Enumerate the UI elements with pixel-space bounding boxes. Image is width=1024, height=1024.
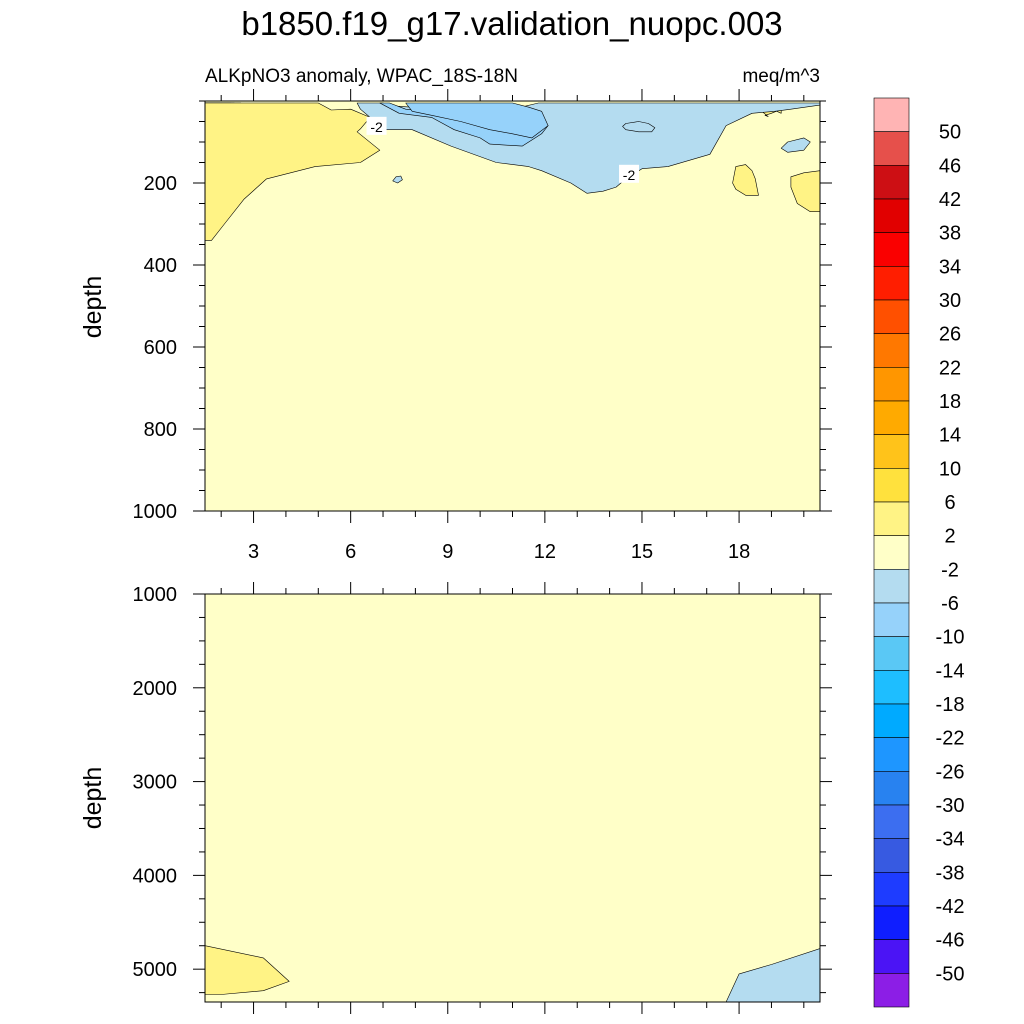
y-tick-label: 1000 [133,501,178,523]
contour-region [622,121,656,133]
contour-region [405,102,549,139]
colorbar-swatch [873,266,910,301]
colorbar-label: 46 [939,155,961,177]
colorbar-label: -26 [936,761,965,783]
colorbar-swatch [873,165,910,200]
colorbar-label: 22 [939,357,961,379]
x-tick-label: 9 [442,541,453,563]
colorbar-label: -46 [936,930,965,952]
colorbar-swatch [873,973,910,1008]
colorbar-swatch [873,771,910,806]
colorbar-swatch [873,636,910,671]
colorbar-swatch [873,232,910,267]
x-tick-label: 15 [631,541,653,563]
colorbar-label: -34 [936,829,965,851]
colorbar-label: 18 [939,391,961,413]
x-tick-label: 18 [728,541,750,563]
x-tick-label: 3 [248,541,259,563]
colorbar-swatch [873,569,910,604]
colorbar-label: -38 [936,862,965,884]
colorbar-swatch [873,400,910,435]
colorbar-label: -6 [941,593,959,615]
x-tick-label: 6 [345,541,356,563]
colorbar-label: 10 [939,458,961,480]
colorbar-swatch [873,602,910,637]
contour-region [205,945,290,995]
y-tick-label: 600 [144,337,177,359]
colorbar-swatch [873,198,910,233]
colorbar-swatch [873,737,910,772]
colorbar-swatch [873,872,910,907]
colorbar-label: 50 [939,122,961,144]
figure-title: b1850.f19_g17.validation_nuopc.003 [241,5,782,42]
colorbar-swatch [873,670,910,705]
colorbar-swatch [873,97,910,132]
colorbar-label: -2 [941,559,959,581]
colorbar-swatch [873,468,910,503]
colorbar-label: -18 [936,694,965,716]
contour-label: -2 [623,167,636,183]
contour-label-background [366,116,387,135]
contour-label: -2 [370,119,383,135]
colorbar-label: 42 [939,189,961,211]
colorbar: 50 46 42 38 34 30 26 22 18 14 10 6 2 -2 -6 -10 -14 -18 -22… [873,97,965,1008]
colorbar-label: -42 [936,896,965,918]
colorbar-swatch [873,535,910,570]
colorbar-label: 14 [939,425,961,447]
contour-region [790,170,820,212]
colorbar-swatch [873,333,910,368]
colorbar-swatch [873,905,910,940]
contour-region [780,137,811,153]
colorbar-label: 6 [944,492,955,514]
colorbar-swatch [873,939,910,974]
y-tick-label: 1000 [133,584,178,606]
lower-y-axis-label: depth [79,767,107,830]
y-tick-label: 400 [144,255,177,277]
upper-plot-panel: -2 -2 200 400 600 800 1000 3 6 9 12 15 18 [133,89,832,563]
contour-background-fill [205,101,820,511]
colorbar-label: -10 [936,627,965,649]
colorbar-label: -14 [936,660,965,682]
colorbar-swatch [873,299,910,334]
upper-y-axis-label: depth [79,276,107,339]
colorbar-swatch [873,838,910,873]
contour-region [725,948,820,1002]
colorbar-label: 34 [939,256,961,278]
upper-subtitle-right: meq/m^3 [742,66,820,87]
y-tick-label: 200 [144,173,177,195]
contour-field: -2 -2 [205,101,820,511]
y-tick-label: 5000 [133,959,178,981]
upper-subtitle-left: ALKpNO3 anomaly, WPAC_18S-18N [205,66,518,87]
y-tick-label: 4000 [133,865,178,887]
colorbar-swatch [873,501,910,536]
contour-region [205,102,381,241]
y-tick-label: 2000 [133,678,178,700]
colorbar-swatch [873,804,910,839]
colorbar-swatch [873,131,910,166]
colorbar-label: 38 [939,223,961,245]
contour-region [392,175,403,184]
colorbar-swatch [873,434,910,469]
y-tick-label: 800 [144,419,177,441]
colorbar-label: -22 [936,728,965,750]
colorbar-label: -30 [936,795,965,817]
x-tick-label: 12 [534,541,556,563]
contour-label-background [619,164,640,183]
contour-background-fill [205,594,820,1002]
colorbar-label: 2 [944,526,955,548]
lower-plot-panel: 1000 2000 3000 4000 5000 [133,582,832,1014]
contour-region [732,164,759,196]
colorbar-swatch [873,367,910,402]
contour-field [205,594,820,1002]
colorbar-label: 30 [939,290,961,312]
colorbar-label: 26 [939,324,961,346]
colorbar-label: -50 [936,963,965,985]
colorbar-swatch [873,703,910,738]
y-tick-label: 3000 [133,772,178,794]
